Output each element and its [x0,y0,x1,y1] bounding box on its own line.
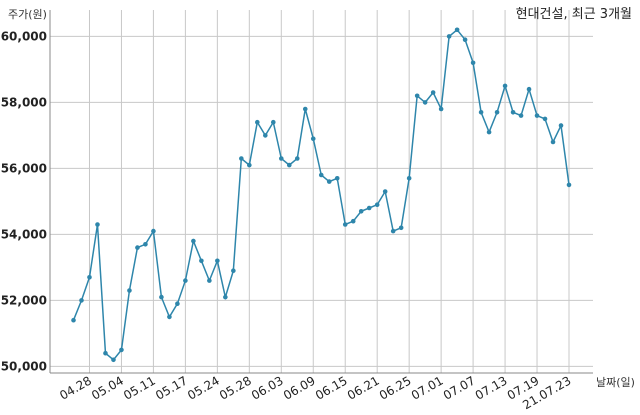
x-tick-label: 06.09 [281,373,318,402]
y-tick-label: 58,000 [1,95,47,109]
data-point [151,228,156,234]
data-point [95,222,100,227]
data-point [223,294,228,300]
data-point [278,156,284,161]
price-line [72,28,570,361]
data-point [550,139,556,145]
data-point [326,179,332,184]
data-point [207,278,212,283]
data-point [175,301,180,307]
data-point [422,100,428,105]
data-point [510,110,516,115]
data-point [263,133,268,138]
y-tick-label: 52,000 [1,293,47,307]
data-point [294,156,300,161]
x-tick-label: 06.03 [249,373,286,402]
data-point [526,86,532,92]
data-point [342,222,348,227]
data-point [534,113,540,118]
data-point [478,110,484,115]
data-point [286,162,292,168]
data-point [566,182,572,188]
y-tick-label: 54,000 [1,227,47,241]
data-point [414,93,420,99]
x-tick-label: 06.21 [345,373,382,402]
data-point [310,136,316,141]
y-axis-ticks: 50,000 52,000 54,000 56,000 58,000 60,000 [1,29,47,373]
data-point [558,123,564,128]
data-point [334,176,340,181]
price-points [71,27,572,363]
data-point [406,176,412,181]
data-point [518,113,524,118]
data-point [191,238,196,244]
axes [49,10,593,374]
data-point [103,350,108,356]
y-axis-label: 주가(원) [8,8,47,21]
data-point [111,357,116,363]
data-point [454,27,460,33]
data-point [462,37,468,42]
data-point [542,116,548,122]
y-tick-label: 50,000 [1,359,47,373]
data-point [438,106,444,112]
data-point [398,225,404,231]
data-point [390,228,396,234]
data-point [239,156,244,161]
data-point [494,110,500,115]
x-tick-label: 05.11 [121,373,158,402]
x-tick-label: 05.17 [153,373,190,402]
x-tick-label: 07.01 [409,373,446,402]
data-point [231,268,236,274]
data-point [302,106,308,112]
data-point [358,209,364,214]
x-tick-label: 05.24 [185,373,222,402]
data-point [159,294,164,300]
y-tick-label: 60,000 [1,29,47,43]
data-point [79,298,84,303]
x-tick-label: 06.15 [313,373,350,402]
x-axis-label: 날짜(일) [596,375,635,389]
data-point [430,90,436,95]
data-point [127,288,132,293]
data-point [374,202,380,207]
chart-title: 현대건설, 최근 3개월 [516,7,632,22]
data-point [167,314,172,320]
data-point [119,347,124,353]
x-axis-ticks: 04.2805.0405.1105.1705.2405.2806.0306.09… [57,373,573,412]
x-tick-label: 07.13 [473,373,510,402]
data-point [255,119,260,125]
data-point [183,278,188,283]
data-point [199,258,204,264]
data-point [486,129,492,135]
data-point [87,275,92,280]
data-point [366,205,372,211]
x-tick-label: 05.28 [217,373,254,402]
data-point [318,172,324,178]
data-point [502,83,508,89]
y-tick-label: 56,000 [1,161,47,175]
data-point [382,189,388,194]
data-point [350,218,356,224]
data-point [270,119,276,125]
x-tick-label: 05.04 [89,373,126,402]
data-point [143,242,148,247]
data-point [135,245,140,250]
x-tick-label: 07.07 [441,373,478,402]
data-point [247,162,252,168]
x-tick-label: 06.25 [377,373,414,402]
data-point [71,317,76,323]
x-tick-label: 04.28 [57,373,94,402]
grid-lines [50,10,593,373]
data-point [215,258,220,264]
data-point [446,34,452,39]
data-point [470,60,476,66]
